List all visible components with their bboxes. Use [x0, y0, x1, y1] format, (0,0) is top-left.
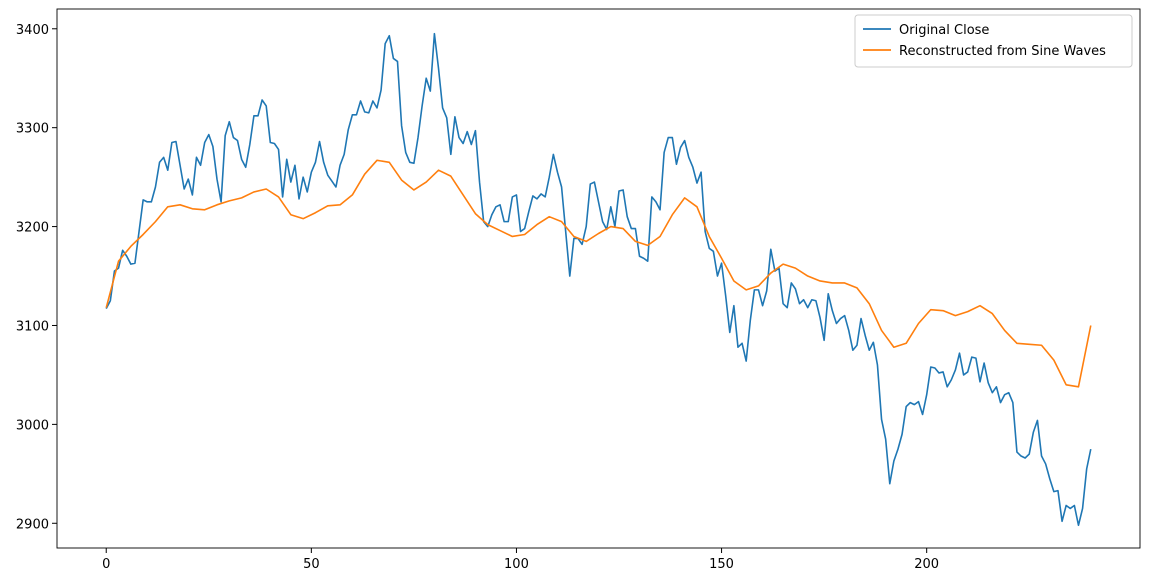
x-tick-label: 100 [504, 557, 529, 572]
legend: Original Close Reconstructed from Sine Wa… [854, 14, 1133, 68]
y-tick-label: 3200 [16, 221, 49, 236]
series-line [105, 159, 1092, 388]
y-tick-label: 2900 [16, 517, 49, 532]
y-tick-label: 3400 [16, 23, 49, 38]
plot-frame [56, 8, 1141, 549]
x-tick-label: 50 [303, 557, 320, 572]
x-tick-label: 150 [709, 557, 734, 572]
legend-label: Reconstructed from Sine Waves [899, 44, 1106, 59]
legend-label: Original Close [899, 23, 989, 38]
series-line [105, 32, 1092, 527]
y-tick-label: 3100 [16, 319, 49, 334]
y-tick-label: 3300 [16, 122, 49, 137]
legend-box [854, 14, 1133, 68]
x-tick-label: 200 [914, 557, 939, 572]
y-tick-label: 3000 [16, 418, 49, 433]
x-tick-label: 0 [102, 557, 110, 572]
